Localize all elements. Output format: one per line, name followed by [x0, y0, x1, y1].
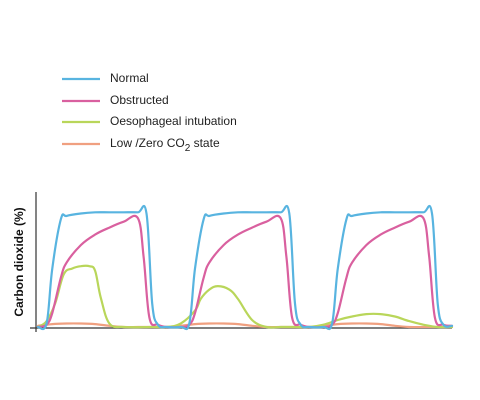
y-axis-label: Carbon dioxide (%) — [12, 207, 26, 316]
series-line-oesophageal-intubation — [36, 264, 454, 329]
legend-item-obstructed: Obstructed — [62, 93, 169, 107]
plot-area — [36, 204, 454, 331]
chart-axes: Carbon dioxide (%) — [12, 192, 452, 332]
series-line-obstructed — [36, 214, 454, 329]
legend-item-low-zero: Low /Zero CO2 state — [62, 136, 220, 154]
legend-label-normal: Normal — [110, 71, 149, 85]
series-line-low-zero-co-state — [36, 322, 454, 329]
series-line-normal — [36, 204, 454, 331]
chart-legend: Normal Obstructed Oesophageal intubation… — [62, 71, 237, 154]
legend-item-oesophageal: Oesophageal intubation — [62, 114, 237, 128]
legend-label-oesophageal: Oesophageal intubation — [110, 114, 237, 128]
legend-label-obstructed: Obstructed — [110, 93, 169, 107]
legend-label-low-zero: Low /Zero CO2 state — [110, 136, 220, 154]
legend-item-normal: Normal — [62, 71, 149, 85]
